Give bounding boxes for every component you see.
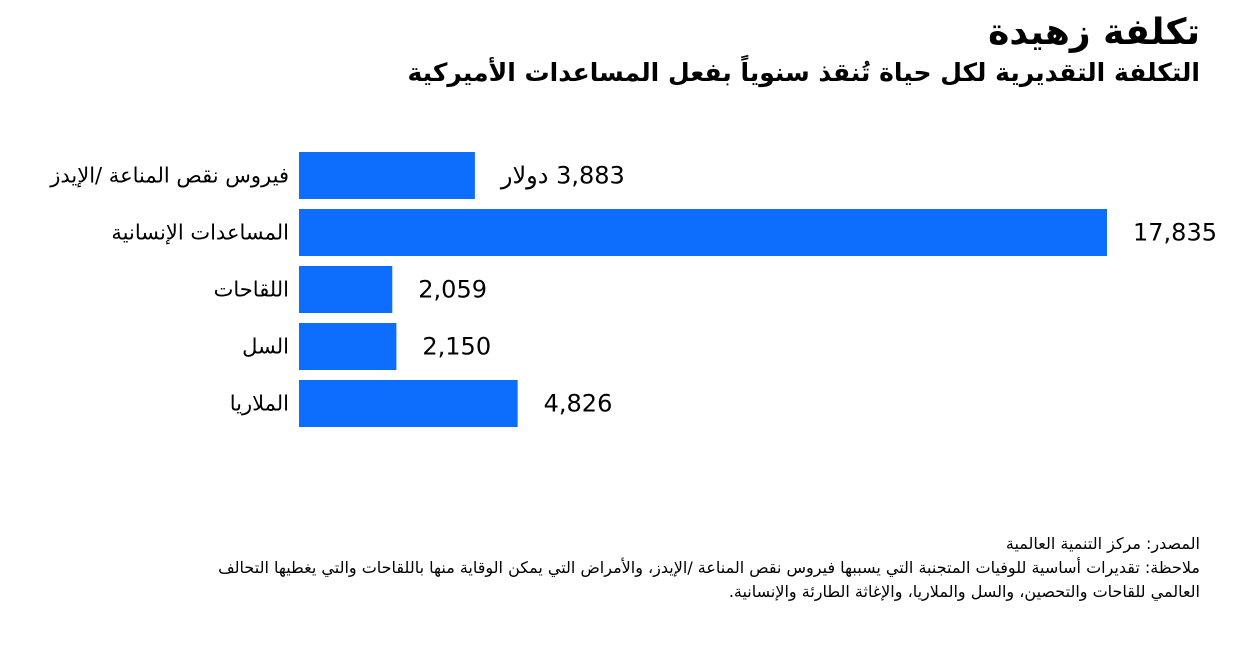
value-label-4: 2,150 xyxy=(422,333,491,361)
chart-footer: المصدر: مركز التنمية العالمية ملاحظة: تق… xyxy=(210,532,1200,604)
value-labels-group: 3,883 دولار 17,835 2,059 2,150 4,826 xyxy=(418,162,1217,418)
bar-1 xyxy=(299,152,475,199)
category-label-2: المساعدات الإنسانية xyxy=(111,221,289,245)
category-labels-group: فيروس نقص المناعة /الإيدز المساعدات الإنس… xyxy=(49,164,289,416)
bar-2 xyxy=(299,209,1107,256)
bar-chart: فيروس نقص المناعة /الإيدز المساعدات الإنس… xyxy=(49,152,1217,427)
bar-4 xyxy=(299,323,397,370)
chart-title: تكلفة زهيدة xyxy=(988,12,1200,53)
category-label-1: فيروس نقص المناعة /الإيدز xyxy=(49,164,289,188)
bar-3 xyxy=(299,266,393,313)
value-label-2: 17,835 xyxy=(1133,219,1217,247)
source-note: المصدر: مركز التنمية العالمية xyxy=(1005,534,1200,553)
value-label-3: 2,059 xyxy=(418,276,487,304)
category-label-5: الملاريا xyxy=(230,392,289,416)
value-label-5: 4,826 xyxy=(544,390,613,418)
bar-5 xyxy=(299,380,518,427)
category-label-4: السل xyxy=(242,335,289,359)
value-label-1: 3,883 دولار xyxy=(500,162,625,190)
methodology-note: ملاحظة: تقديرات أساسية للوفيات المتجنبة … xyxy=(218,558,1200,601)
category-label-3: اللقاحات xyxy=(214,278,289,302)
bars-group xyxy=(299,152,1107,427)
chart-subtitle: التكلفة التقديرية لكل حياة تُنقذ سنوياً … xyxy=(407,58,1200,87)
